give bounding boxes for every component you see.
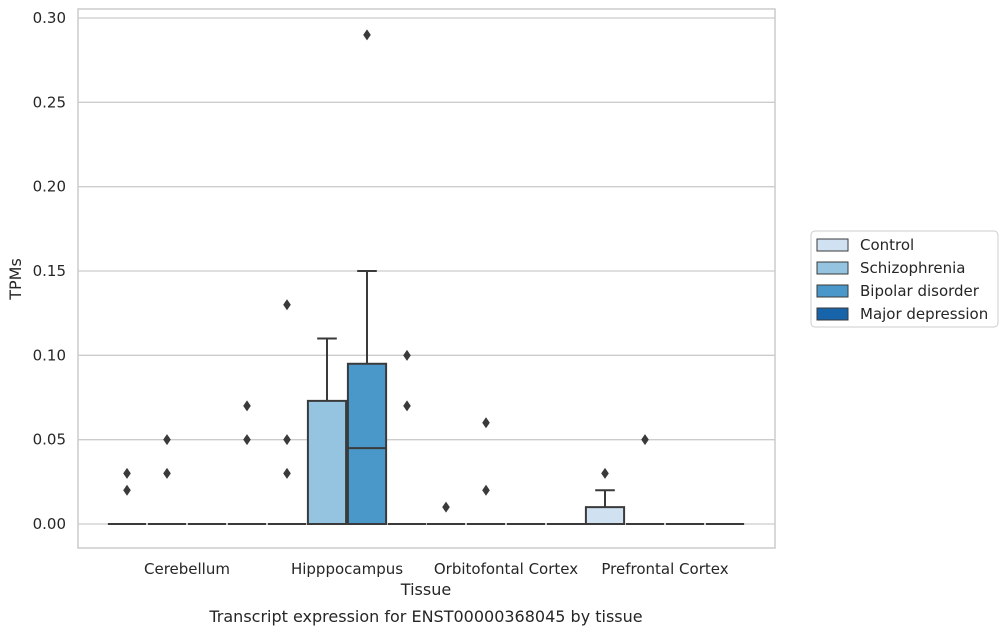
y-tick-label: 0.30 [33,9,66,27]
legend-swatch [816,284,849,298]
x-tick-label: Prefrontal Cortex [601,560,728,578]
legend-frame [810,230,999,328]
box-plot-series [107,29,745,525]
outlier-point [482,484,490,496]
legend-label: Schizophrenia [860,259,965,277]
outlier-point [283,434,291,446]
outlier-point [163,467,171,479]
x-axis-label: Tissue [400,580,451,599]
legend-label: Control [860,236,914,254]
x-tick-label: Cerebellum [144,560,230,578]
outlier-point [482,417,490,429]
x-tick-label: Orbitofontal Cortex [434,560,578,578]
x-axis-ticks: Cerebellum Hipppocampus Orbitofontal Corte… [144,560,729,578]
chart-caption: Transcript expression for ENST0000036804… [208,607,642,626]
grid-lines [78,17,775,525]
legend-label: Major depression [860,305,988,323]
plot-frame [77,8,776,549]
y-tick-label: 0.00 [33,515,66,533]
outlier-point [403,400,411,412]
outlier-point [123,484,131,496]
outlier-point [363,29,371,41]
y-tick-label: 0.20 [33,178,66,196]
outlier-point [601,467,609,479]
outlier-point [442,501,450,513]
y-tick-label: 0.15 [33,262,66,280]
legend: Control Schizophrenia Bipolar disorder Majo… [810,230,999,328]
y-axis-label: TPMs [6,258,25,301]
y-tick-label: 0.25 [33,93,66,111]
outlier-point [283,467,291,479]
legend-swatch [816,261,849,275]
y-tick-label: 0.10 [33,346,66,364]
legend-swatch [816,307,849,321]
outlier-point [403,349,411,361]
outlier-point [283,299,291,311]
outlier-point [243,400,251,412]
box [346,362,388,525]
outlier-point [243,434,251,446]
box [584,506,626,525]
legend-label: Bipolar disorder [860,282,980,300]
outlier-point [123,467,131,479]
box [306,399,348,525]
x-tick-label: Hipppocampus [291,560,403,578]
legend-swatch [816,238,849,252]
y-axis-ticks: 0.00 0.05 0.10 0.15 0.20 0.25 0.30 [33,9,66,533]
outlier-point [641,434,649,446]
y-tick-label: 0.05 [33,431,66,449]
outlier-point [163,434,171,446]
